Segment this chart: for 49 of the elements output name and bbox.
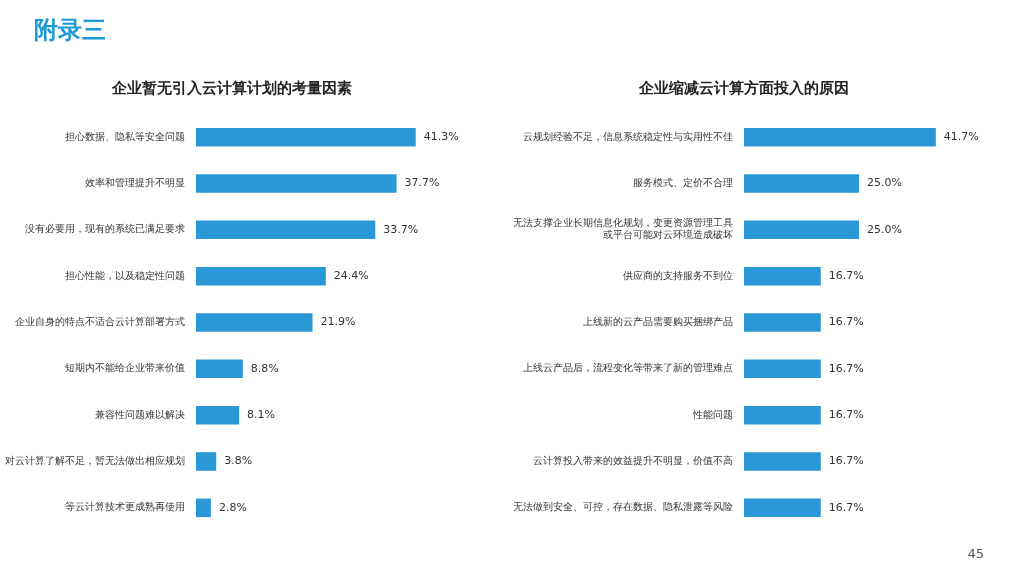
y-tick-label: 企业自身的特点不适合云计算部署方式 [15,316,185,328]
data-label: 25.0% [867,222,902,236]
y-tick-label: 兼容性问题难以解决 [95,408,185,420]
data-label: 21.9% [320,315,356,329]
y-tick-label: 短期内不能给企业带来价值 [65,362,185,374]
data-label: 37.7% [404,176,440,190]
data-label: 16.7% [828,454,864,468]
bar [196,127,416,147]
data-label: 41.7% [943,130,979,144]
y-tick-label: 没有必要用，现有的系统已满足要求 [25,223,185,235]
y-tick-label: 担心数据、隐私等安全问题 [65,130,185,142]
data-label: 41.3% [423,130,459,144]
data-label: 8.1% [247,408,276,422]
data-label: 16.7% [828,408,864,422]
y-tick-label: 服务模式、定价不合理 [633,177,733,189]
bar [196,313,313,332]
y-tick-label: 供应商的支持服务不到位 [623,269,733,281]
y-tick-label: 云规划经验不足，信息系统稳定性与实用性不佳 [523,130,733,142]
y-tick-label: 效率和管理提升不明显 [85,177,185,189]
y-tick-label: 性能问题 [692,408,733,420]
chart-title: 企业缩减云计算方面投入的原因 [638,78,849,97]
data-label: 25.0% [867,176,902,190]
bar [196,266,326,286]
bar [196,174,397,193]
y-tick-label: 无法支撑企业长期信息化规划，变更资源管理工具或平台可能对云环境造成破坏 [513,217,733,241]
data-label: 16.7% [828,315,864,329]
y-tick-label: 无法做到安全、可控，存在数据、隐私泄露等风险 [513,501,733,513]
y-tick-label: 对云计算了解不足，暂无法做出相应规划 [5,455,185,467]
y-tick-label: 上线云产品后，流程变化等带来了新的管理难点 [523,362,733,374]
y-tick-label: 上线新的云产品需要购买捆绑产品 [583,316,733,328]
data-label: 24.4% [333,269,369,283]
chart-title: 企业暂无引入云计算计划的考量因素 [111,78,352,97]
bar [196,498,211,518]
bar [196,359,243,379]
data-label: 2.8% [218,500,247,514]
y-tick-label: 等云计算技术更成熟再使用 [65,501,185,513]
text: 附录三 [34,15,106,46]
y-tick-label: 担心性能，以及稳定性问题 [65,269,185,281]
bar [196,405,240,425]
data-label: 33.7% [383,222,419,236]
text: 45 [967,546,984,561]
bar [196,452,217,471]
data-label: 16.7% [828,269,864,283]
data-label: 8.8% [250,361,279,375]
data-label: 16.7% [828,500,864,514]
data-label: 16.7% [828,361,864,375]
data-label: 3.8% [224,454,253,468]
y-tick-label: 云计算投入带来的效益提升不明显，价值不高 [533,455,733,467]
bar [196,220,376,240]
